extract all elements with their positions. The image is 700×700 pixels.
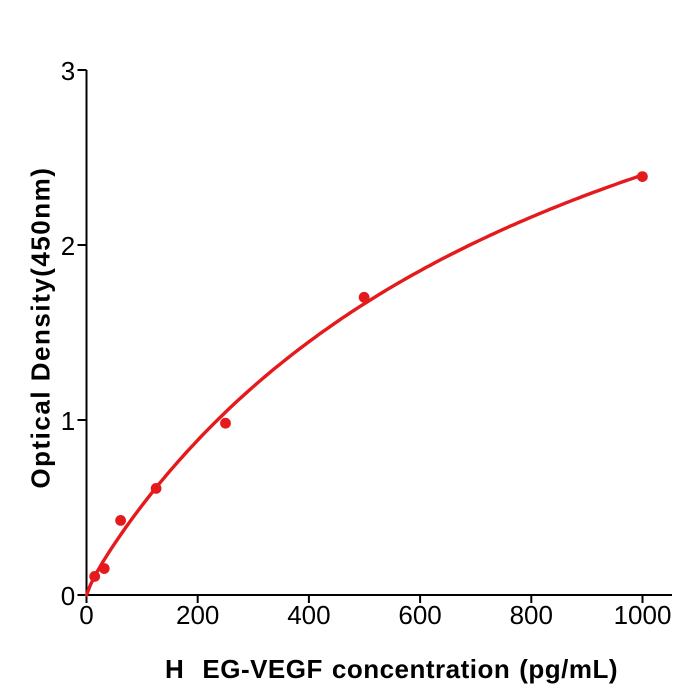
- svg-text:0: 0: [61, 581, 75, 611]
- svg-text:H EG-VEGF concentration (pg/m: H EG-VEGF concentration (pg/mL): [165, 654, 618, 684]
- svg-text:3: 3: [61, 56, 75, 86]
- svg-text:2: 2: [61, 231, 75, 261]
- svg-text:600: 600: [398, 600, 441, 630]
- svg-text:1000: 1000: [614, 600, 672, 630]
- svg-text:800: 800: [510, 600, 553, 630]
- svg-text:1: 1: [61, 406, 75, 436]
- svg-text:400: 400: [287, 600, 330, 630]
- svg-text:0: 0: [79, 600, 93, 630]
- svg-text:200: 200: [176, 600, 219, 630]
- svg-text:Optical Density(450nm): Optical Density(450nm): [26, 167, 56, 489]
